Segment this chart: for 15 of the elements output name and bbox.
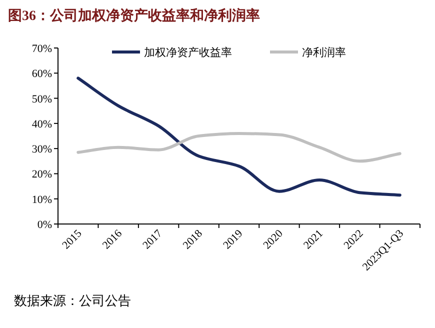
y-tick-label: 0%: [37, 219, 52, 231]
chart-title: 图36：公司加权净资产收益率和净利润率: [8, 7, 260, 24]
y-tick-label: 30%: [32, 144, 52, 156]
legend-label: 净利润率: [302, 46, 346, 59]
legend-label: 加权净资产收益率: [144, 46, 232, 59]
line-series: [76, 132, 402, 163]
y-tick-label: 40%: [32, 118, 52, 130]
y-tick-label: 70%: [32, 43, 52, 55]
y-tick-label: 10%: [32, 194, 52, 206]
y-tick-label: 60%: [32, 68, 52, 80]
y-tick-label: 50%: [32, 93, 52, 106]
line-series: [76, 76, 402, 197]
source-note: 数据来源：公司公告: [14, 293, 131, 308]
y-tick-label: 20%: [32, 168, 52, 181]
x-tick-label: 2021: [302, 228, 326, 252]
